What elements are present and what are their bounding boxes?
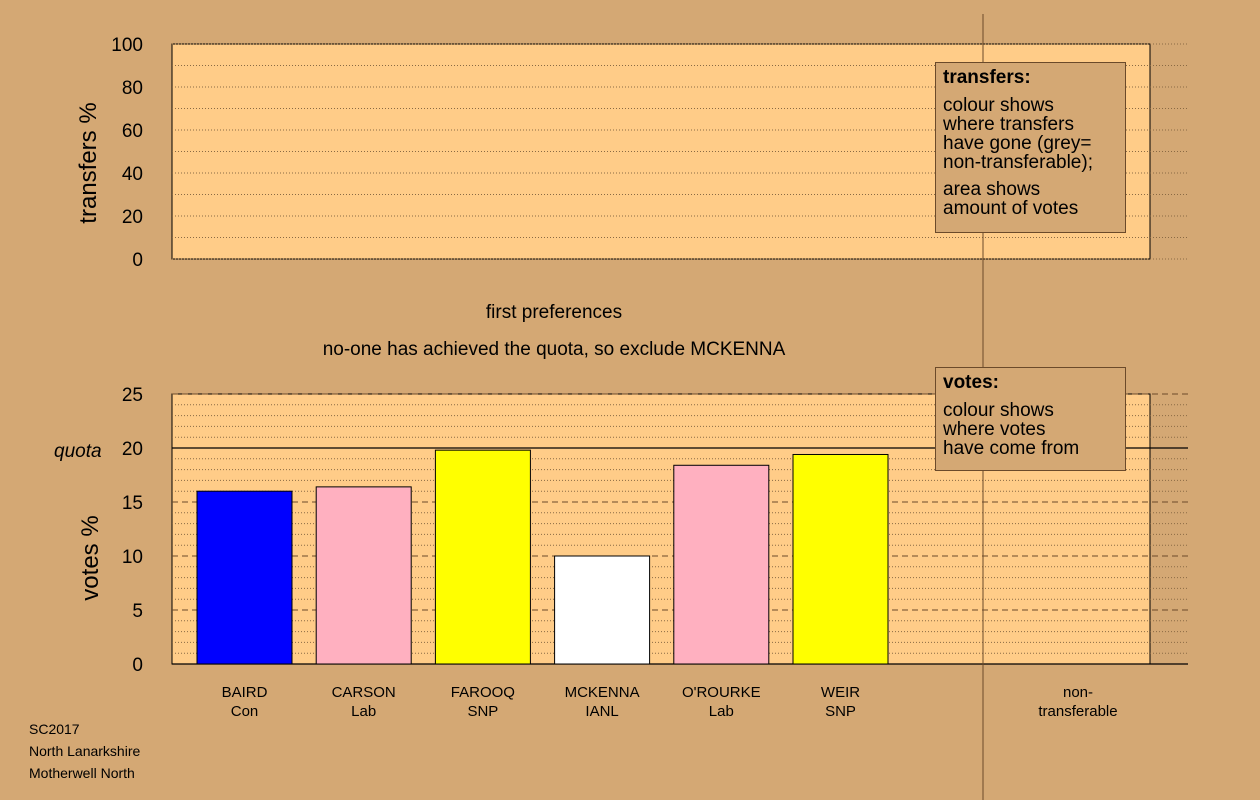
- y-tick-label: 15: [122, 493, 143, 514]
- x-label-non-transferable: non-: [1063, 684, 1093, 701]
- votes-x-labels: BAIRD Con CARSON Lab FAROOQ SNP MCKENNA IANL O'R…: [222, 684, 1118, 720]
- bar-mckenna: [554, 555, 651, 665]
- transfers-legend-line-1: colour shows where transfers have gone (…: [943, 95, 1093, 173]
- y-tick-label: 100: [111, 35, 143, 56]
- y-tick-label: 10: [122, 547, 143, 568]
- y-tick-label: 20: [122, 439, 143, 460]
- transfers-legend-title: transfers:: [943, 67, 1031, 88]
- bar-baird: [196, 490, 293, 665]
- votes-y-axis-title: votes %: [77, 515, 104, 600]
- y-tick-label: 80: [122, 78, 143, 99]
- meta-line: North Lanarkshire: [29, 743, 140, 759]
- y-tick-label: 5: [132, 601, 143, 622]
- x-label-candidate: CARSON: [332, 684, 396, 701]
- status-caption: no-one has achieved the quota, so exclud…: [323, 339, 786, 360]
- bar-farooq: [434, 449, 531, 665]
- x-label-party: SNP: [825, 703, 856, 720]
- bar-orourke: [673, 464, 770, 665]
- x-label-party: SNP: [467, 703, 498, 720]
- transfers-y-axis-title: transfers %: [75, 102, 102, 223]
- meta-line: Motherwell North: [29, 765, 135, 781]
- bar-carson: [315, 486, 412, 665]
- x-label-party: Lab: [709, 703, 734, 720]
- meta-line: SC2017: [29, 721, 80, 737]
- election-meta: SC2017 North Lanarkshire Motherwell North: [29, 721, 140, 781]
- votes-legend: votes: colour shows where votes have com…: [935, 367, 1126, 471]
- x-label-candidate: WEIR: [821, 684, 860, 701]
- transfers-legend-line-2: area shows amount of votes: [943, 179, 1079, 219]
- votes-y-ticks: 0 5 10 15 20 25: [122, 385, 143, 676]
- x-label-candidate: BAIRD: [222, 684, 268, 701]
- x-label-candidate: MCKENNA: [565, 684, 640, 701]
- y-tick-label: 60: [122, 121, 143, 142]
- transfers-legend: transfers: colour shows where transfers …: [935, 62, 1126, 233]
- x-label-party: Lab: [351, 703, 376, 720]
- x-label-candidate: FAROOQ: [451, 684, 515, 701]
- votes-bars: [196, 449, 889, 665]
- y-tick-label: 20: [122, 207, 143, 228]
- x-label-party: Con: [231, 703, 259, 720]
- y-tick-label: 40: [122, 164, 143, 185]
- x-label-party: IANL: [585, 703, 618, 720]
- votes-legend-title: votes:: [943, 372, 999, 393]
- x-label-non-transferable: transferable: [1038, 703, 1117, 720]
- stage-caption: first preferences: [486, 302, 622, 323]
- y-tick-label: 0: [132, 655, 143, 676]
- x-label-candidate: O'ROURKE: [682, 684, 761, 701]
- y-tick-label: 0: [132, 250, 143, 271]
- bar-weir: [792, 453, 889, 665]
- votes-legend-line-1: colour shows where votes have come from: [943, 400, 1080, 459]
- transfers-y-ticks: 0 20 40 60 80 100: [111, 35, 143, 271]
- quota-label: quota: [54, 441, 102, 462]
- y-tick-label: 25: [122, 385, 143, 406]
